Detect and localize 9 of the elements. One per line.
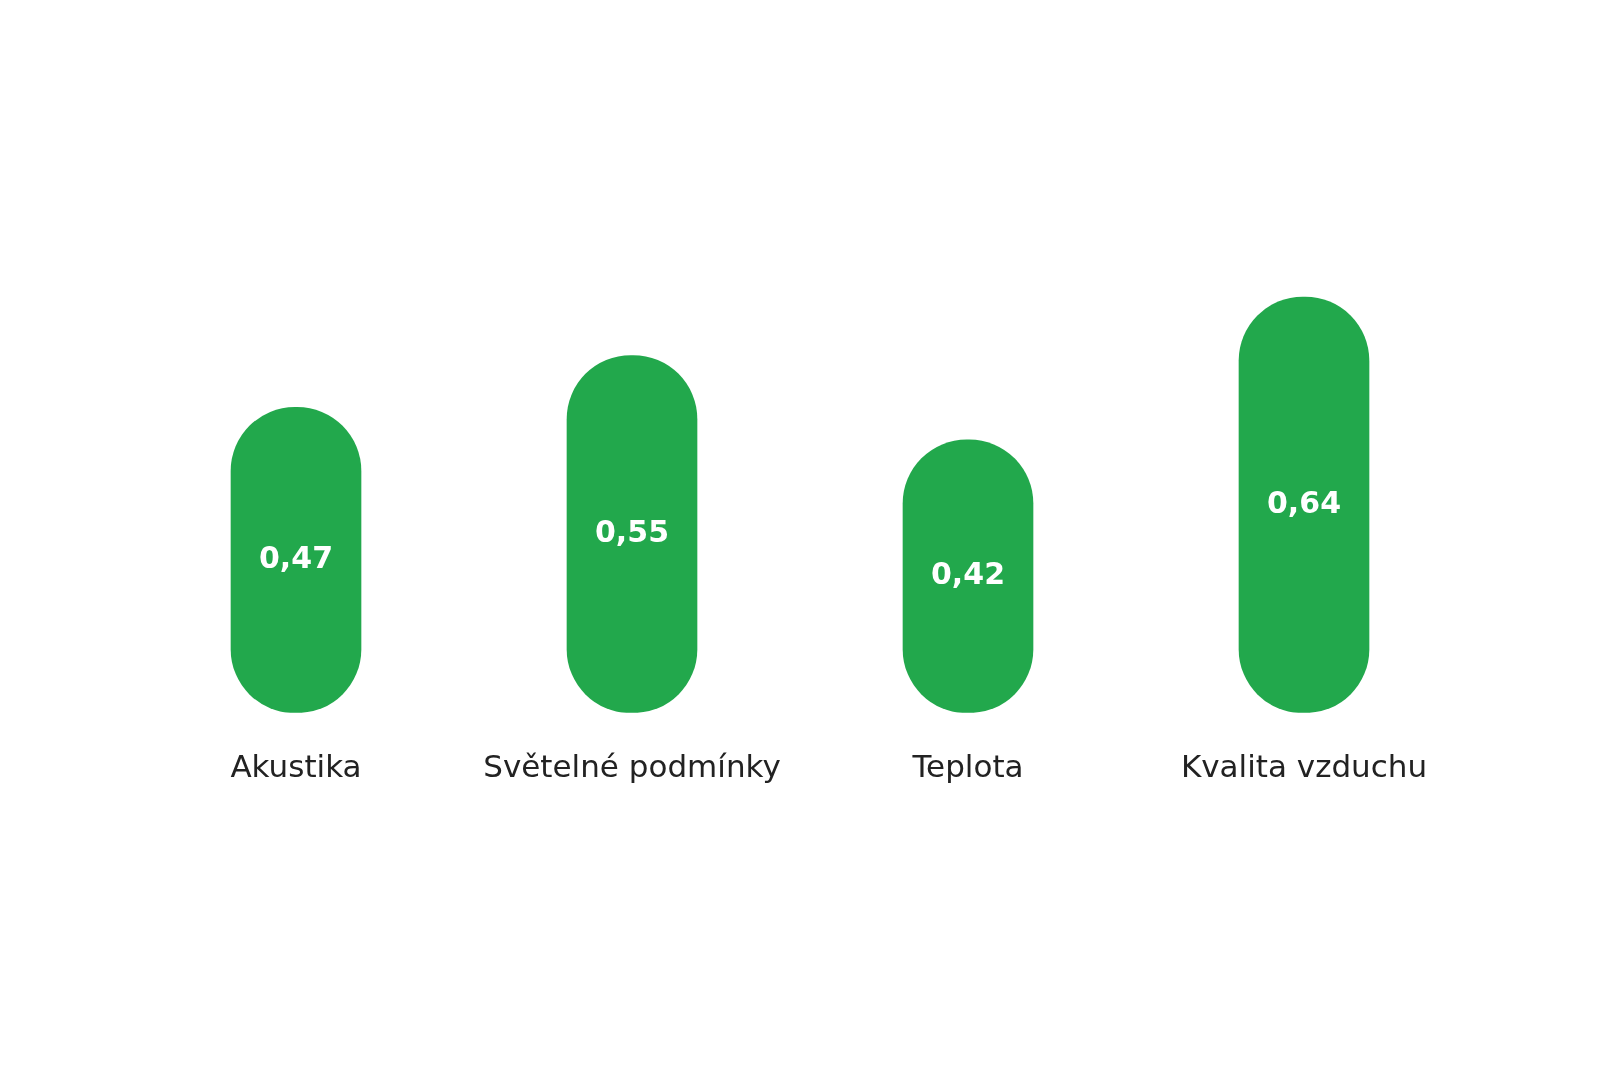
x-tick-label: Kvalita vzduchu (1180, 748, 1428, 785)
data-label: 0,47 (258, 539, 334, 575)
x-tick-label: Teplota (911, 748, 1024, 785)
data-label: 0,64 (1266, 484, 1342, 520)
x-tick-label: Světelné podmínky (483, 748, 781, 785)
x-tick-label: Akustika (230, 748, 362, 785)
data-label: 0,55 (594, 513, 670, 549)
data-label: 0,42 (930, 556, 1006, 592)
bar (1238, 296, 1370, 713)
